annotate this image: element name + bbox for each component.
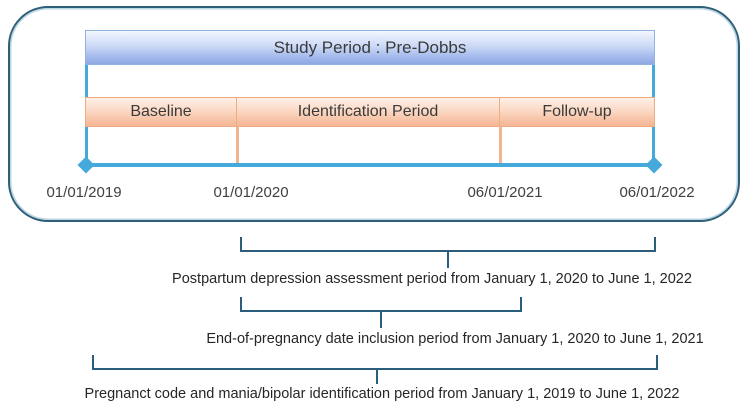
- study-period-title: Study Period : Pre-Dobbs: [273, 37, 467, 57]
- phase-dropline-2021: [499, 127, 502, 166]
- annotation-pregnant-code-identification: Pregnanct code and mania/bipolar identif…: [84, 386, 680, 402]
- bracket-stem-end-of-pregnancy-inclusion: [380, 312, 382, 328]
- study-period-title-bar: Study Period : Pre-Dobbs: [85, 30, 655, 65]
- bracket-stem-pregnant-code-identification: [376, 370, 378, 384]
- annotation-postpartum-assessment: Postpartum depression assessment period …: [172, 271, 692, 287]
- date-label-06-01-2022: 06/01/2022: [619, 184, 695, 201]
- date-label-06-01-2021: 06/01/2021: [467, 184, 543, 201]
- bracket-postpartum-assessment: [240, 237, 656, 252]
- timeline-axis: [85, 163, 655, 167]
- phase-cell-baseline: Baseline: [85, 97, 237, 127]
- phase-label-baseline: Baseline: [130, 103, 192, 120]
- bracket-stem-postpartum-assessment: [447, 252, 449, 268]
- phase-cell-identification-period: Identification Period: [237, 97, 500, 127]
- bracket-end-of-pregnancy-inclusion: [240, 297, 522, 312]
- phase-label-follow-up: Follow-up: [542, 103, 612, 120]
- date-label-01-01-2020: 01/01/2020: [213, 184, 289, 201]
- bracket-pregnant-code-identification: [92, 355, 658, 370]
- phase-label-identification-period: Identification Period: [297, 103, 439, 120]
- date-label-01-01-2019: 01/01/2019: [46, 184, 122, 201]
- phase-dropline-2020: [236, 127, 239, 166]
- phase-cell-follow-up: Follow-up: [500, 97, 655, 127]
- annotation-end-of-pregnancy-inclusion: End-of-pregnancy date inclusion period f…: [206, 331, 704, 347]
- phase-row: Baseline Identification Period Follow-up: [85, 97, 655, 127]
